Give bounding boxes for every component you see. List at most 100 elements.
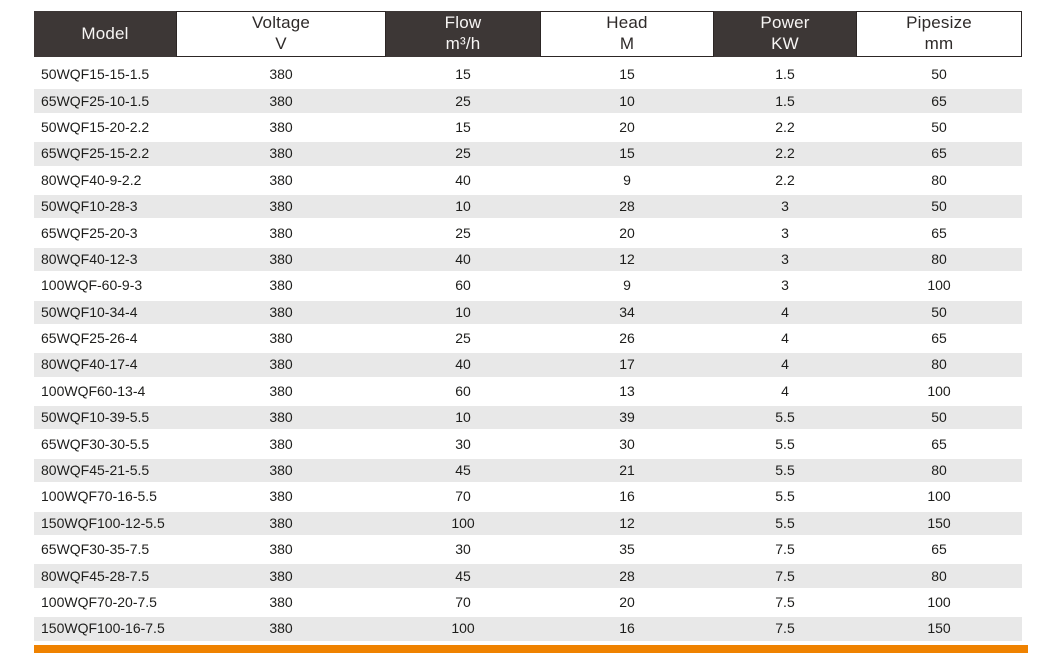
cell-power: 1.5 [714, 61, 856, 88]
cell-model: 50WQF15-15-1.5 [34, 61, 176, 88]
cell-model: 65WQF25-26-4 [34, 324, 176, 352]
cell-model: 65WQF25-15-2.2 [34, 140, 176, 167]
cell-pipesize: 80 [856, 562, 1022, 589]
cell-voltage: 380 [176, 456, 386, 484]
cell-model: 65WQF25-20-3 [34, 219, 176, 246]
table-row: 50WQF10-28-3 380 10 28 3 50 [34, 192, 1022, 220]
cell-power: 3 [714, 219, 856, 246]
cell-power: 1.5 [714, 87, 856, 114]
cell-model: 65WQF25-10-1.5 [34, 87, 176, 114]
table-body-grid: 50WQF15-15-1.5 380 15 15 1.5 50 65WQF25-… [34, 61, 1022, 642]
cell-pipesize: 65 [856, 87, 1022, 114]
cell-power: 7.5 [714, 562, 856, 589]
cell-head: 20 [540, 588, 714, 616]
cell-flow: 10 [386, 404, 540, 431]
cell-flow: 40 [386, 166, 540, 193]
cell-voltage: 380 [176, 430, 386, 457]
cell-head: 39 [540, 404, 714, 431]
column-unit: KW [771, 34, 799, 53]
cell-flow: 15 [386, 61, 540, 88]
cell-head: 34 [540, 298, 714, 325]
bottom-accent-bar [34, 645, 1028, 653]
cell-voltage: 380 [176, 588, 386, 616]
cell-flow: 40 [386, 245, 540, 273]
cell-pipesize: 65 [856, 219, 1022, 246]
column-header-flow: Flow m³/h [386, 11, 540, 57]
table-row: 150WQF100-12-5.5 380 100 12 5.5 150 [34, 509, 1022, 537]
cell-pipesize: 50 [856, 404, 1022, 431]
cell-head: 9 [540, 272, 714, 299]
column-header-power: Power KW [714, 11, 856, 57]
table-header-row: Model Voltage V Flow m³/h Head M Power K… [34, 11, 1022, 57]
cell-power: 5.5 [714, 456, 856, 484]
cell-voltage: 380 [176, 562, 386, 589]
cell-flow: 15 [386, 113, 540, 141]
table-row: 65WQF30-35-7.5 380 30 35 7.5 65 [34, 536, 1022, 563]
cell-pipesize: 100 [856, 483, 1022, 510]
column-unit: V [275, 34, 287, 53]
cell-model: 65WQF30-30-5.5 [34, 430, 176, 457]
cell-power: 7.5 [714, 588, 856, 616]
cell-head: 28 [540, 562, 714, 589]
cell-power: 3 [714, 245, 856, 273]
cell-voltage: 380 [176, 509, 386, 537]
cell-flow: 30 [386, 430, 540, 457]
cell-flow: 25 [386, 87, 540, 114]
cell-flow: 100 [386, 615, 540, 642]
cell-head: 16 [540, 615, 714, 642]
cell-flow: 100 [386, 509, 540, 537]
table-row: 65WQF25-26-4 380 25 26 4 65 [34, 324, 1022, 352]
cell-pipesize: 50 [856, 113, 1022, 141]
cell-voltage: 380 [176, 404, 386, 431]
cell-head: 20 [540, 219, 714, 246]
cell-head: 12 [540, 245, 714, 273]
cell-pipesize: 80 [856, 245, 1022, 273]
cell-flow: 10 [386, 298, 540, 325]
column-label: Power [760, 13, 810, 33]
cell-pipesize: 50 [856, 298, 1022, 325]
column-label: Head [606, 13, 648, 33]
cell-power: 5.5 [714, 430, 856, 457]
cell-flow: 45 [386, 456, 540, 484]
cell-head: 12 [540, 509, 714, 537]
cell-flow: 60 [386, 377, 540, 405]
cell-pipesize: 50 [856, 61, 1022, 88]
table-row: 65WQF25-20-3 380 25 20 3 65 [34, 219, 1022, 246]
cell-pipesize: 80 [856, 166, 1022, 193]
cell-model: 80WQF45-21-5.5 [34, 456, 176, 484]
cell-head: 26 [540, 324, 714, 352]
table-row: 65WQF30-30-5.5 380 30 30 5.5 65 [34, 430, 1022, 457]
cell-pipesize: 50 [856, 192, 1022, 220]
cell-head: 15 [540, 61, 714, 88]
cell-voltage: 380 [176, 166, 386, 193]
cell-power: 3 [714, 192, 856, 220]
column-label: Flow [444, 13, 482, 33]
table-body: 50WQF15-15-1.5 380 15 15 1.5 50 65WQF25-… [34, 61, 1022, 642]
cell-model: 50WQF15-20-2.2 [34, 113, 176, 141]
cell-voltage: 380 [176, 324, 386, 352]
table-row: 80WQF40-17-4 380 40 17 4 80 [34, 351, 1022, 378]
column-label: Pipesize [906, 13, 972, 33]
cell-pipesize: 100 [856, 272, 1022, 299]
cell-pipesize: 100 [856, 588, 1022, 616]
cell-power: 4 [714, 298, 856, 325]
table-row: 80WQF45-21-5.5 380 45 21 5.5 80 [34, 456, 1022, 484]
table-row: 100WQF-60-9-3 380 60 9 3 100 [34, 272, 1022, 299]
cell-power: 3 [714, 272, 856, 299]
cell-power: 2.2 [714, 140, 856, 167]
table-row: 50WQF10-34-4 380 10 34 4 50 [34, 298, 1022, 325]
cell-power: 7.5 [714, 536, 856, 563]
cell-flow: 25 [386, 324, 540, 352]
cell-head: 17 [540, 351, 714, 378]
cell-model: 150WQF100-16-7.5 [34, 615, 176, 642]
cell-voltage: 380 [176, 615, 386, 642]
cell-pipesize: 80 [856, 351, 1022, 378]
column-label: Voltage [251, 13, 311, 33]
cell-pipesize: 65 [856, 430, 1022, 457]
cell-voltage: 380 [176, 298, 386, 325]
cell-model: 80WQF40-17-4 [34, 351, 176, 378]
cell-flow: 30 [386, 536, 540, 563]
cell-head: 30 [540, 430, 714, 457]
cell-model: 50WQF10-39-5.5 [34, 404, 176, 431]
